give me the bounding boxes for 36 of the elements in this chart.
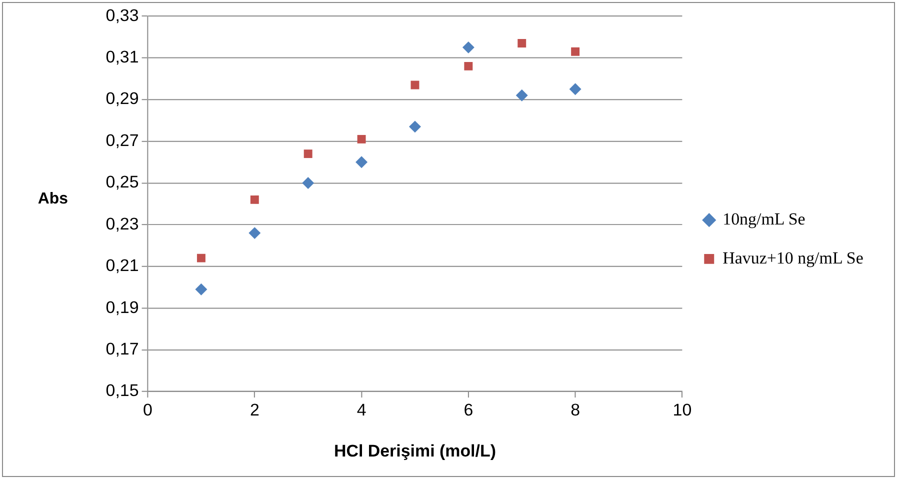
y-axis-title: Abs <box>38 190 68 208</box>
y-tick-label: 0,27 <box>106 130 139 150</box>
y-tick-label: 0,19 <box>106 298 139 317</box>
x-tick-label: 8 <box>570 400 580 420</box>
x-tick-label: 0 <box>143 400 152 420</box>
point <box>410 80 420 90</box>
point <box>195 283 208 296</box>
y-tick-label: 0,23 <box>106 214 139 234</box>
y-tick-label: 0,25 <box>106 172 139 192</box>
point <box>571 47 580 56</box>
point <box>250 195 259 204</box>
y-tick-label: 0,31 <box>106 48 139 67</box>
x-tick-label: 6 <box>464 400 474 420</box>
x-tick-label: 4 <box>356 400 366 420</box>
point <box>302 177 314 189</box>
point <box>462 41 474 54</box>
y-tick-label: 0,29 <box>106 89 139 108</box>
point <box>464 62 473 70</box>
legend-label: Havuz+10 ng/mL Se <box>722 248 864 268</box>
point <box>357 134 366 144</box>
legend-label: 10ng/mL Se <box>722 210 806 229</box>
y-tick-label: 0,21 <box>106 256 139 276</box>
point <box>516 89 528 102</box>
point <box>569 83 582 96</box>
x-axis-title: HCl Derişimi (mol/L) <box>334 442 496 461</box>
point <box>304 150 312 158</box>
y-tick-label: 0,17 <box>106 340 139 359</box>
point <box>248 227 261 240</box>
point <box>196 254 206 262</box>
y-tick-label: 0,33 <box>106 6 139 25</box>
x-tick-label: 2 <box>250 400 260 420</box>
y-tick-label: 0,15 <box>106 381 139 400</box>
point <box>408 120 421 133</box>
point <box>518 39 526 48</box>
x-tick-label: 10 <box>672 400 692 420</box>
point <box>356 156 368 168</box>
